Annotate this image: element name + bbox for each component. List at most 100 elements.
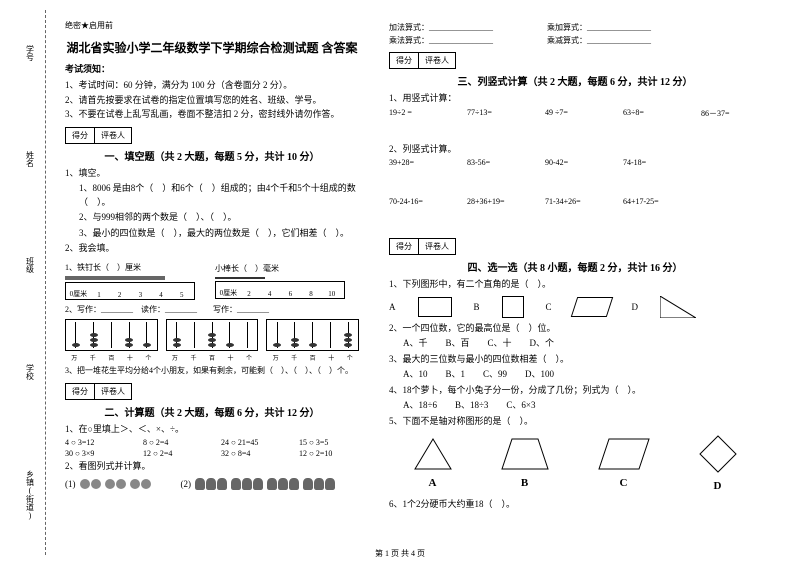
- shape-parallelogram: [570, 297, 612, 317]
- diamond-icon: [698, 434, 738, 474]
- fg1-label: (1): [65, 479, 76, 489]
- r2t8: 8: [301, 290, 322, 298]
- vert2-stem: 2、列竖式计算。: [389, 143, 761, 157]
- flower-group-1: (1): [65, 478, 151, 490]
- stick-icon: [215, 277, 265, 279]
- q1-item-2: 2、与999相邻的两个数是（ ）、（ ）。: [65, 211, 359, 225]
- shape-A: A: [413, 437, 453, 489]
- abacus-frame-3: [266, 319, 359, 351]
- shape-D: D: [698, 434, 738, 492]
- r1t1: 1: [89, 291, 110, 299]
- q1-stem: 1、填空。: [65, 167, 359, 181]
- ruler-label-1: 1、铁钉长（ ）厘米: [65, 262, 195, 274]
- r1t5: 5: [171, 291, 192, 299]
- choice-q3: 3、最大的三位数与最小的四位数相差（ ）。: [389, 353, 761, 367]
- shape-right-triangle: [660, 296, 696, 318]
- calc1-stem: 1、在○里填上＞、＜、×、÷。: [65, 423, 359, 437]
- binding-label-3: 班级: [25, 257, 36, 273]
- choice-q4: 4、18个萝卜，每个小兔子分一份，分成了几份；列式为（ ）。: [389, 384, 761, 398]
- r2t2: 2: [239, 290, 260, 298]
- binding-label-5: 乡镇(街道): [25, 470, 36, 520]
- fg2-label: (2): [181, 479, 192, 489]
- instruction-1: 1、考试时间：60 分钟，满分为 100 分（含卷面分 2 分）。: [65, 79, 359, 92]
- q1-shapes: A B C D: [389, 296, 761, 318]
- ruler-group-2: 小棒长（ ）毫米 0厘米 2 4 6 8 10: [215, 261, 345, 299]
- r1t0: 0厘米: [68, 289, 89, 299]
- q1-item-3: 3、最小的四位数是（ ），最大的两位数是（ ），它们相差（ ）。: [65, 227, 359, 241]
- abacus-3-labels: 万 千 百 十 个: [266, 353, 359, 362]
- ruler-label-2: 小棒长（ ）毫米: [215, 263, 345, 275]
- calc1-row2: 30 ○ 3×9 12 ○ 2=4 32 ○ 8=4 12 ○ 2=10: [65, 449, 359, 458]
- secrecy-tag: 绝密★启用前: [65, 20, 359, 31]
- score-box-1: 得分 评卷人: [65, 127, 132, 144]
- section-3-title: 三、列竖式计算（共 2 大题，每题 6 分，共计 12 分）: [389, 73, 761, 88]
- choice-q4-opts: A、18÷6 B、18÷3 C、6×3: [389, 399, 761, 413]
- ruler-row: 1、铁钉长（ ）厘米 0厘米 1 2 3 4 5 小棒长（ ）毫米 0厘米 2 …: [65, 260, 359, 300]
- instruction-2: 2、请首先按要求在试卷的指定位置填写您的姓名、班级、学号。: [65, 94, 359, 107]
- section-2-title: 二、计算题（共 2 大题，每题 6 分，共计 12 分）: [65, 404, 359, 419]
- q5-shapes-row: A B C D: [389, 434, 761, 492]
- vert1-stem: 1、用竖式计算：: [389, 92, 761, 106]
- choice-q6: 6、1个2分硬币大约重18（ ）。: [389, 498, 761, 512]
- trapezoid-icon: [500, 437, 550, 471]
- top-eq-row-1: 加法算式：________________ 乘加算式：_____________…: [389, 22, 761, 33]
- abacus-1-labels: 万 千 百 十 个: [65, 353, 158, 362]
- abacus-frame-2: [166, 319, 259, 351]
- page-container: 绝密★启用前 湖北省实验小学二年级数学下学期综合检测试题 含答案 考试须知： 1…: [0, 0, 800, 565]
- binding-label-4: 学校: [25, 364, 36, 380]
- shape-B: B: [500, 437, 550, 489]
- section-1-title: 一、填空题（共 2 大题，每题 5 分，共计 10 分）: [65, 148, 359, 163]
- page-footer: 第 1 页 共 4 页: [0, 548, 800, 559]
- shape-C: C: [597, 437, 651, 489]
- r2t4: 4: [259, 290, 280, 298]
- r1t3: 3: [130, 291, 151, 299]
- score-box-3: 得分 评卷人: [389, 52, 456, 69]
- instructions: 1、考试时间：60 分钟，满分为 100 分（含卷面分 2 分）。 2、请首先按…: [65, 79, 359, 121]
- vert2-row1: 39+28= 83-56= 90-42= 74-18=: [389, 158, 761, 167]
- binding-label-2: 姓名: [25, 151, 36, 167]
- left-column: 绝密★启用前 湖北省实验小学二年级数学下学期综合检测试题 含答案 考试须知： 1…: [30, 20, 374, 545]
- abacus-frame-1: [65, 319, 158, 351]
- instruction-3: 3、不要在试卷上乱写乱画，卷面不整洁扣 2 分，密封线外请勿作答。: [65, 108, 359, 121]
- parallelogram-icon: [597, 437, 651, 471]
- score-box-2: 得分 评卷人: [65, 383, 132, 400]
- right-column: 加法算式：________________ 乘加算式：_____________…: [374, 20, 776, 545]
- exam-title: 湖北省实验小学二年级数学下学期综合检测试题 含答案: [65, 39, 359, 56]
- ruler-2: 0厘米 2 4 6 8 10: [215, 281, 345, 299]
- pencil-icon: [65, 276, 165, 280]
- score-box-4: 得分 评卷人: [389, 238, 456, 255]
- q2-flowers-label: 3、把一堆花生平均分给4个小朋友，如果有剩余，可能剩（ ）、（ ）、（ ）个。: [65, 365, 359, 377]
- r2t10: 10: [321, 290, 342, 298]
- shape-rect: [418, 297, 452, 317]
- q2-stem: 2、我会填。: [65, 242, 359, 256]
- binding-edge: 学号 姓名 班级 学校 乡镇(街道): [15, 0, 45, 565]
- choice-q1: 1、下列图形中，有二个直角的是（ ）。: [389, 278, 761, 292]
- q1-item-1: 1、8006 是由8个（ ）和6个（ ）组成的；由4个千和5个十组成的数（ ）。: [65, 182, 359, 209]
- r2t6: 6: [280, 290, 301, 298]
- seal-line: [45, 10, 46, 555]
- calc2-stem: 2、看图列式并计算。: [65, 460, 359, 474]
- r1t4: 4: [151, 291, 172, 299]
- choice-q2-opts: A、千 B、百 C、十 D、个: [389, 337, 761, 351]
- choice-q5: 5、下面不是轴对称图形的是（ ）。: [389, 415, 761, 429]
- vert1-items: 19÷2 = 77÷13= 49 ÷7= 63÷8= 86－37=: [389, 108, 761, 119]
- abacus-2-labels: 万 千 百 十 个: [166, 353, 259, 362]
- abacus-label: 2、写作：________ 读作：________ 写作：________: [65, 304, 359, 316]
- choice-q3-opts: A、10 B、1 C、99 D、100: [389, 368, 761, 382]
- triangle-icon: [413, 437, 453, 471]
- grader-label: 评卷人: [95, 128, 131, 143]
- abacus-1: 万 千 百 十 个: [65, 319, 158, 362]
- ruler-group-1: 1、铁钉长（ ）厘米 0厘米 1 2 3 4 5: [65, 260, 195, 300]
- abacus-row: 万 千 百 十 个 万 千 百: [65, 319, 359, 362]
- choice-q2: 2、一个四位数，它的最高位是（ ）位。: [389, 322, 761, 336]
- vert2-row2: 70-24-16= 28+36+19= 71-34+26= 64+17-25=: [389, 197, 761, 206]
- binding-label-1: 学号: [25, 45, 36, 61]
- notice-title: 考试须知：: [65, 62, 359, 75]
- top-eq-row-2: 乘法算式：________________ 乘减算式：_____________…: [389, 35, 761, 46]
- section-4-title: 四、选一选（共 8 小题，每题 2 分，共计 16 分）: [389, 259, 761, 274]
- abacus-3: 万 千 百 十 个: [266, 319, 359, 362]
- ruler-1: 0厘米 1 2 3 4 5: [65, 282, 195, 300]
- r2t0: 0厘米: [218, 288, 239, 298]
- flower-group-2: (2): [181, 478, 336, 490]
- r1t2: 2: [109, 291, 130, 299]
